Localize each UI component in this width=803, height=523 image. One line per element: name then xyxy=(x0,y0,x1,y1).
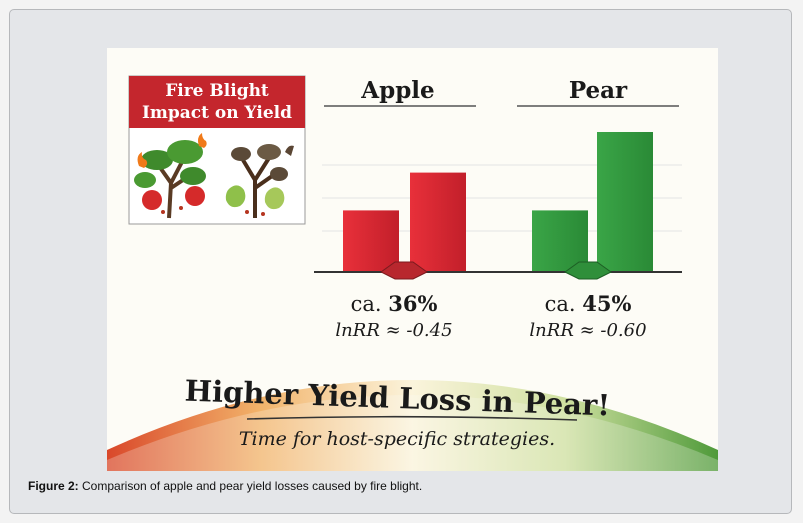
figure-caption: Figure 2: Comparison of apple and pear y… xyxy=(28,479,422,493)
yield-loss-chart: Fire Blight Impact on Yield xyxy=(107,75,718,471)
pear-loss-label: ca. 45% xyxy=(545,291,632,316)
apple-marker xyxy=(380,261,428,280)
subline: Time for host-specific strategies. xyxy=(239,428,555,450)
bar-pear-2 xyxy=(597,132,653,272)
category-label-pear: Pear xyxy=(569,77,628,104)
figure-card: Fire Blight Impact on Yield xyxy=(9,9,792,514)
inset-title-line1: Fire Blight xyxy=(165,81,269,101)
pear-lnrr-label: lnRR ≈ -0.60 xyxy=(529,320,646,341)
bar-apple-1 xyxy=(343,210,399,272)
caption-text: Comparison of apple and pear yield losse… xyxy=(78,479,423,493)
pear-tree-icon xyxy=(225,144,294,218)
figure-image: Fire Blight Impact on Yield xyxy=(107,48,718,471)
inset-title-line2: Impact on Yield xyxy=(142,103,292,123)
apple-lnrr-label: lnRR ≈ -0.45 xyxy=(335,320,452,341)
gradient-arc xyxy=(107,380,718,471)
inset-panel: Fire Blight Impact on Yield xyxy=(128,75,306,225)
caption-label: Figure 2: xyxy=(28,479,79,493)
apple-loss-label: ca. 36% xyxy=(351,291,438,316)
bar-apple-2 xyxy=(410,172,466,272)
inset-header xyxy=(129,76,305,128)
apple-tree-icon xyxy=(134,133,207,219)
pear-marker xyxy=(564,261,612,280)
headline-underline xyxy=(246,415,578,421)
category-label-apple: Apple xyxy=(360,77,434,104)
